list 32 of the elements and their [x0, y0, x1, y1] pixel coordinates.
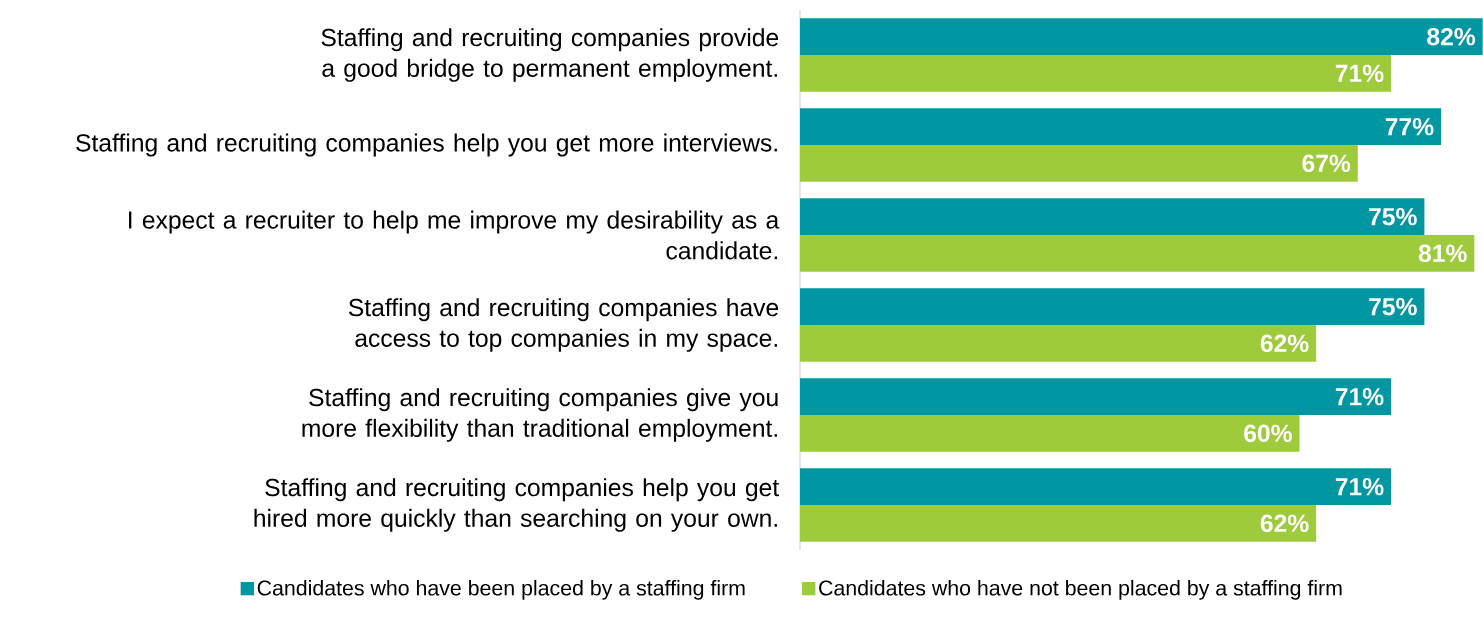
data-label: 82%	[1427, 27, 1476, 46]
data-label: 62%	[1260, 334, 1309, 353]
bar	[800, 18, 1483, 56]
y-tick-label: Staffing and recruiting companies provide a good bridge to permanent employment.	[321, 28, 779, 82]
bar	[800, 198, 1425, 236]
data-label: 67%	[1302, 154, 1351, 173]
y-tick-label: I expect a recruiter to help me improve my desirability as a candidate.	[129, 210, 780, 260]
y-tick-label: Staffing and recruiting companies help you get hired more quickly than searching on your own.	[254, 478, 779, 532]
y-tick-label: Staffing and recruiting companies give you more flexibility than traditional employment.	[302, 388, 778, 442]
bar	[800, 468, 1392, 505]
y-tick-label: Staffing and recruiting companies have access to top companies in my space.	[348, 298, 779, 352]
bar	[800, 505, 1317, 542]
data-label: 75%	[1369, 297, 1417, 316]
bar	[800, 235, 1475, 272]
bar	[800, 145, 1358, 182]
legend-label: Candidates who have not been placed by a staffing firm	[819, 579, 1342, 600]
y-tick-label: Staffing and recruiting companies help you get more interviews.	[76, 133, 777, 157]
data-label: 60%	[1244, 424, 1292, 443]
bar	[800, 325, 1317, 362]
data-label: 71%	[1335, 64, 1384, 83]
bar	[800, 55, 1392, 92]
bar	[800, 288, 1425, 325]
data-label: 75%	[1369, 207, 1417, 226]
legend-label: Candidates who have been placed by a staffing firm	[257, 579, 745, 600]
bar	[800, 108, 1442, 145]
data-label: 81%	[1418, 244, 1467, 263]
data-label: 77%	[1385, 117, 1434, 136]
data-label: 62%	[1260, 514, 1309, 533]
data-label: 71%	[1335, 477, 1384, 496]
data-label: 71%	[1335, 387, 1384, 406]
bar	[800, 378, 1392, 416]
bar	[800, 415, 1300, 452]
